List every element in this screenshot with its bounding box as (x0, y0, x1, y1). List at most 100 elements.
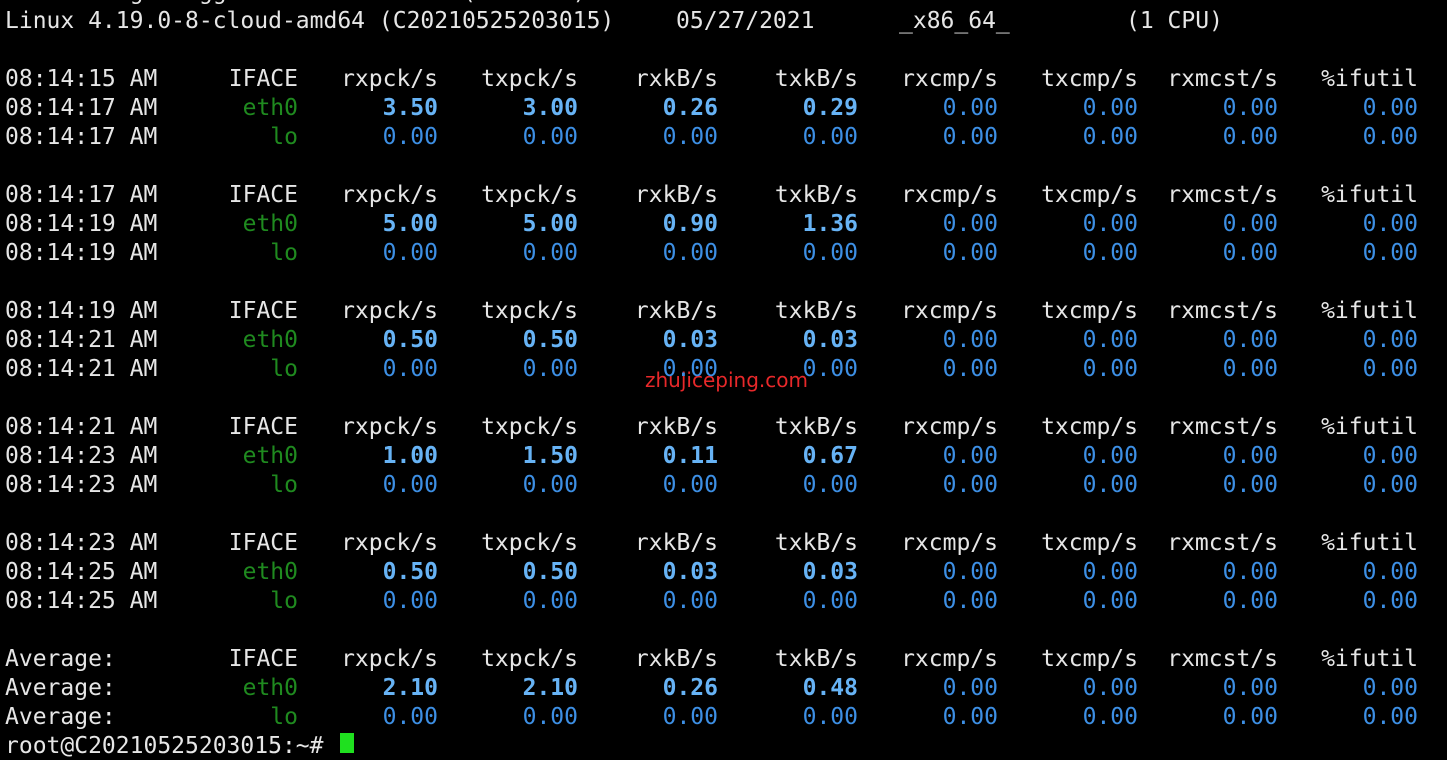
value: 0.00 (802, 588, 858, 614)
time: 08:14:17 AM (5, 124, 158, 150)
value: 0.00 (1082, 588, 1138, 614)
time: 08:14:25 AM (5, 588, 158, 614)
value: 0.00 (662, 356, 718, 382)
iface: lo (270, 704, 298, 730)
value: 0.00 (942, 124, 998, 150)
time: Average: (5, 704, 116, 730)
column-header: rxpck/s (341, 298, 438, 324)
value: 0.03 (802, 559, 858, 585)
value: 5.00 (522, 211, 578, 237)
value: 0.00 (382, 472, 438, 498)
value: 0.00 (1082, 559, 1138, 585)
time: 08:14:23 AM (5, 472, 158, 498)
iface: eth0 (242, 327, 298, 353)
value: 0.00 (1362, 240, 1418, 266)
value: 0.00 (942, 327, 998, 353)
column-header: txkB/s (774, 66, 858, 92)
column-header: IFACE (228, 530, 298, 556)
value: 0.00 (942, 675, 998, 701)
column-header: rxcmp/s (901, 66, 998, 92)
kernel: Linux 4.19.0-8-cloud-amd64 (C20210525203… (5, 8, 615, 34)
iface: lo (270, 240, 298, 266)
time: 08:14:21 AM (5, 414, 158, 440)
value: 0.00 (1362, 124, 1418, 150)
column-header: IFACE (228, 182, 298, 208)
value: 0.50 (382, 559, 438, 585)
value: 0.00 (802, 356, 858, 382)
column-header: %ifutil (1321, 646, 1418, 672)
value: 1.50 (522, 443, 578, 469)
time: 08:14:19 AM (5, 211, 158, 237)
iface: eth0 (242, 211, 298, 237)
value: 0.00 (1222, 704, 1278, 730)
value: 0.03 (802, 327, 858, 353)
value: 0.00 (382, 240, 438, 266)
column-header: rxmcst/s (1167, 182, 1278, 208)
watermark: zhujiceping.com (645, 368, 808, 392)
time: 08:14:23 AM (5, 443, 158, 469)
value: 0.00 (942, 588, 998, 614)
cpus: (1 CPU) (1126, 8, 1223, 34)
value: 0.00 (522, 472, 578, 498)
value: 0.00 (662, 472, 718, 498)
column-header: txpck/s (481, 66, 578, 92)
value: 0.00 (1362, 443, 1418, 469)
iface: lo (270, 588, 298, 614)
value: 0.00 (1222, 443, 1278, 469)
column-header: rxkB/s (634, 414, 718, 440)
column-header: rxkB/s (634, 646, 718, 672)
value: 0.00 (802, 240, 858, 266)
value: 0.50 (522, 327, 578, 353)
iface: eth0 (242, 95, 298, 121)
value: 0.00 (1362, 559, 1418, 585)
column-header: rxcmp/s (901, 530, 998, 556)
column-header: rxkB/s (634, 182, 718, 208)
column-header: txkB/s (774, 298, 858, 324)
column-header: rxcmp/s (901, 182, 998, 208)
column-header: txcmp/s (1041, 298, 1138, 324)
value: 0.00 (942, 240, 998, 266)
value: 0.00 (1362, 472, 1418, 498)
value: 0.00 (1222, 675, 1278, 701)
column-header: txkB/s (774, 182, 858, 208)
value: 0.00 (1362, 704, 1418, 730)
value: 0.00 (522, 356, 578, 382)
iface: eth0 (242, 675, 298, 701)
value: 0.00 (1362, 327, 1418, 353)
value: 0.26 (662, 95, 718, 121)
value: 0.11 (662, 443, 718, 469)
value: 0.00 (942, 356, 998, 382)
iface: eth0 (242, 443, 298, 469)
value: 0.00 (382, 704, 438, 730)
column-header: txkB/s (774, 414, 858, 440)
column-header: txkB/s (774, 530, 858, 556)
value: 0.00 (1082, 327, 1138, 353)
value: 0.00 (1082, 95, 1138, 121)
column-header: IFACE (228, 414, 298, 440)
column-header: rxpck/s (341, 414, 438, 440)
value: 0.50 (382, 327, 438, 353)
cursor (340, 733, 354, 753)
date: 05/27/2021 (676, 8, 815, 34)
value: 0.00 (1222, 124, 1278, 150)
column-header: txcmp/s (1041, 66, 1138, 92)
value: 0.00 (942, 472, 998, 498)
value: 0.00 (662, 588, 718, 614)
column-header: rxkB/s (634, 66, 718, 92)
value: 0.50 (522, 559, 578, 585)
column-header: %ifutil (1321, 66, 1418, 92)
time: Average: (5, 646, 116, 672)
column-header: rxkB/s (634, 298, 718, 324)
value: 0.00 (1362, 211, 1418, 237)
column-header: rxpck/s (341, 530, 438, 556)
value: 2.10 (382, 675, 438, 701)
value: 0.00 (522, 124, 578, 150)
column-header: rxmcst/s (1167, 298, 1278, 324)
column-header: rxpck/s (341, 66, 438, 92)
value: 3.00 (522, 95, 578, 121)
column-header: rxmcst/s (1167, 66, 1278, 92)
column-header: txcmp/s (1041, 182, 1138, 208)
value: 0.00 (1222, 356, 1278, 382)
value: 0.00 (1082, 124, 1138, 150)
